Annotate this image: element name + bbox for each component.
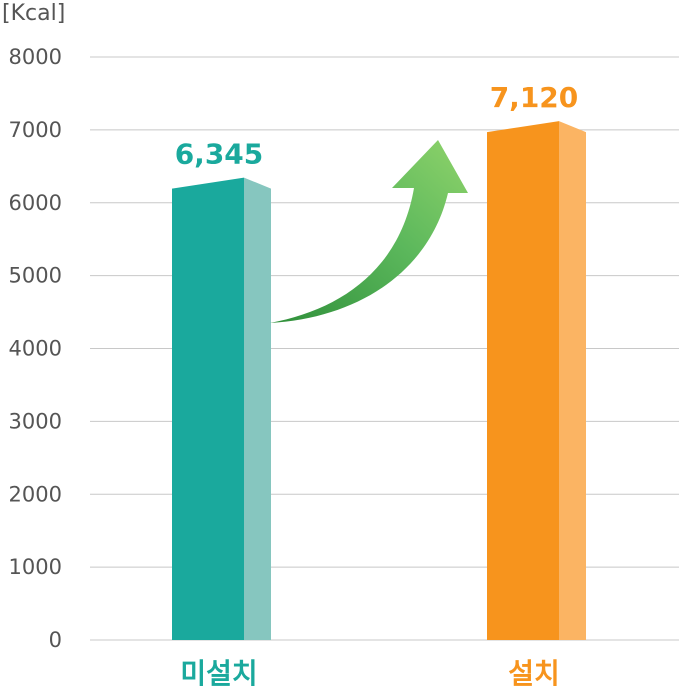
y-axis-ticks: 0 1000 2000 3000 4000 5000 6000 7000 8000 (9, 45, 62, 652)
bar (172, 177, 244, 640)
y-tick-label: 4000 (9, 337, 62, 361)
value-label: 6,345 (175, 138, 264, 171)
category-label: 미설치 (180, 657, 257, 689)
bar-side (559, 121, 586, 640)
y-tick-label: 1000 (9, 555, 62, 579)
category-labels: 미설치 설치 (180, 657, 559, 689)
bar-side (244, 177, 271, 640)
y-tick-label: 5000 (9, 264, 62, 288)
y-tick-label: 8000 (9, 45, 62, 69)
bars (172, 121, 586, 640)
y-tick-label: 2000 (9, 482, 62, 506)
bar (487, 121, 559, 640)
y-axis-unit-label: [Kcal] (2, 1, 65, 26)
value-labels: 6,345 7,120 (175, 81, 579, 170)
y-tick-label: 3000 (9, 409, 62, 433)
value-label: 7,120 (490, 81, 579, 114)
y-tick-label: 7000 (9, 118, 62, 142)
y-tick-label: 6000 (9, 191, 62, 215)
category-label: 설치 (508, 657, 560, 689)
y-tick-label: 0 (49, 628, 62, 652)
increase-arrow-icon (270, 140, 468, 323)
